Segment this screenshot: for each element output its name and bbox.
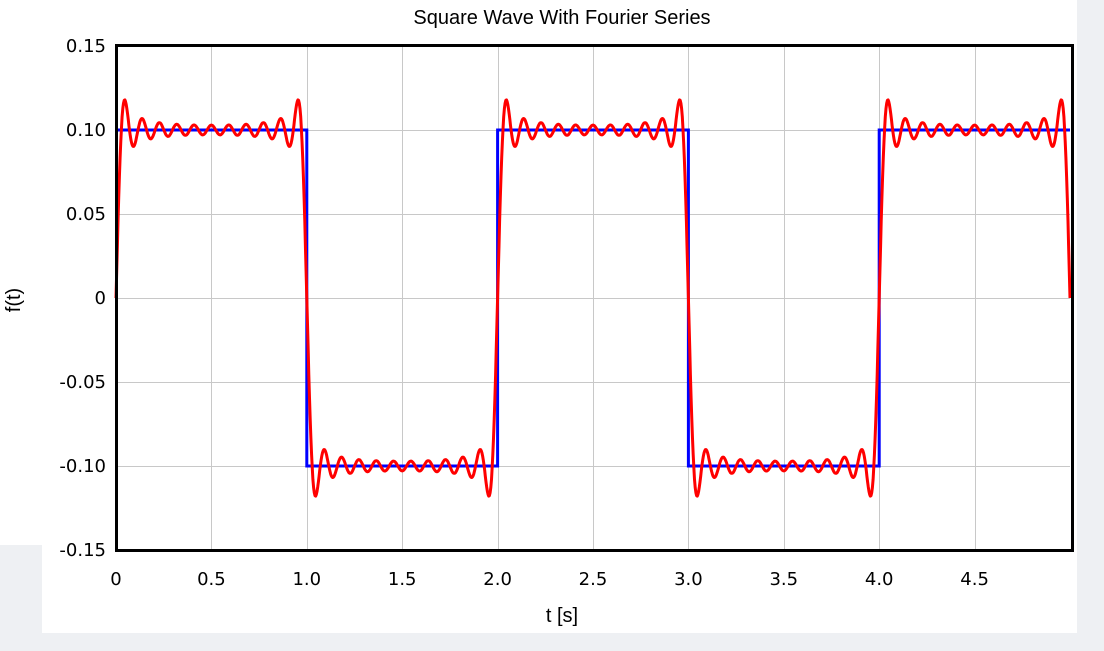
x-tick-labels: 0 0.5 1.0 1.5 2.0 2.5 3.0 3.5 4.0 4.5 [110,569,989,590]
x-axis-label: t [s] [546,605,578,627]
series-fourier-line [114,98,1072,498]
x-tick-label: 2.0 [483,569,512,590]
chart-panel [0,0,1077,545]
y-tick-label: 0.10 [66,120,106,141]
y-tick-label: -0.10 [59,456,106,477]
series-layer [114,98,1072,498]
y-tick-label: -0.15 [59,540,106,561]
y-tick-label: 0.15 [66,36,106,57]
x-tick-label: 4.0 [865,569,894,590]
x-tick-label: 0 [110,569,121,590]
y-axis-label: f(t) [3,288,25,312]
x-tick-label: 1.0 [292,569,321,590]
y-tick-label: 0.05 [66,204,106,225]
grid [116,46,1070,551]
x-tick-label: 3.0 [674,569,703,590]
x-tick-label: 2.5 [579,569,608,590]
x-tick-label: 4.5 [960,569,989,590]
plot-frame [115,44,1074,552]
x-tick-label: 1.5 [388,569,417,590]
x-tick-label: 3.5 [769,569,798,590]
y-tick-label: -0.05 [59,372,106,393]
y-tick-label: 0 [95,288,106,309]
y-tick-labels: 0.15 0.10 0.05 0 -0.05 -0.10 -0.15 [59,36,106,561]
chart-title: Square Wave With Fourier Series [413,7,710,29]
x-tick-label: 0.5 [197,569,226,590]
xlabel-panel [42,545,1077,633]
